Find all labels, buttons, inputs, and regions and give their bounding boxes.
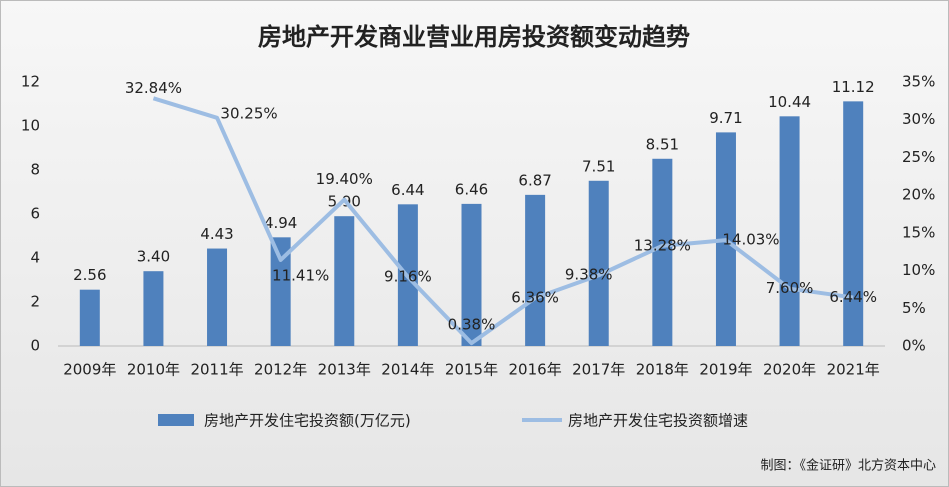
- y2-tick-label: 15%: [902, 223, 935, 241]
- line-value-label: 9.16%: [384, 267, 432, 285]
- line-value-label: 19.40%: [316, 170, 373, 188]
- y-tick-label: 10: [21, 117, 40, 135]
- line: [152, 96, 854, 346]
- bar: [143, 271, 164, 346]
- bar-value-label: 4.94: [264, 214, 297, 232]
- x-tick-label: 2016年: [509, 361, 562, 379]
- y-tick-label: 6: [30, 205, 40, 223]
- line-value-label: 9.38%: [565, 266, 613, 284]
- x-tick-label: 2011年: [190, 361, 243, 379]
- bar: [843, 101, 864, 346]
- legend-label: 房地产开发住宅投资额(万亿元): [204, 412, 411, 430]
- legend-swatch: [158, 414, 194, 426]
- y2-tick-label: 20%: [902, 186, 935, 204]
- bar-value-label: 6.46: [455, 180, 488, 198]
- bar: [334, 216, 355, 346]
- y-tick-label: 2: [30, 293, 40, 311]
- x-tick-label: 2010年: [127, 361, 180, 379]
- y-tick-label: 8: [30, 161, 40, 179]
- line-value-label: 6.36%: [511, 289, 559, 307]
- line-value-label: 7.60%: [766, 279, 814, 297]
- bar-value-label: 2.56: [73, 266, 106, 284]
- source: 制图：《金证研》北方资本中心: [760, 458, 936, 474]
- legend-label: 房地产开发住宅投资额增速: [568, 412, 748, 430]
- x-tick-label: 2015年: [445, 361, 498, 379]
- bar-value-label: 8.51: [646, 135, 679, 153]
- bar-value-label: 10.44: [768, 93, 811, 111]
- bar: [779, 116, 800, 346]
- bar-value-label: 3.40: [137, 248, 170, 266]
- y-tick-label: 4: [30, 249, 40, 267]
- line-value-label: 6.44%: [829, 288, 877, 306]
- y-tick-label: 0: [30, 337, 40, 355]
- x-tick-label: 2019年: [699, 361, 752, 379]
- y2-tick-label: 35%: [902, 73, 935, 91]
- x-tick-label: 2018年: [636, 361, 689, 379]
- line-value-label: 14.03%: [722, 231, 779, 249]
- line-value-label: 32.84%: [125, 79, 182, 97]
- bar-value-label: 4.43: [200, 225, 233, 243]
- chart-title: 房地产开发商业营业用房投资额变动趋势: [258, 23, 690, 51]
- line-value-label: 0.38%: [448, 316, 496, 334]
- x-tick-label: 2012年: [254, 361, 307, 379]
- bar: [588, 180, 609, 346]
- y2-tick-label: 25%: [902, 148, 935, 166]
- x-tick-label: 2014年: [381, 361, 434, 379]
- y2-tick-label: 10%: [902, 261, 935, 279]
- bar: [461, 203, 482, 346]
- bar-value-label: 6.44: [391, 181, 424, 199]
- bar-value-label: 9.71: [709, 109, 742, 127]
- bar-value-label: 7.51: [582, 157, 615, 175]
- bar: [525, 194, 546, 346]
- bar: [79, 289, 100, 346]
- y2-tick-label: 5%: [902, 299, 926, 317]
- bar-value-label: 6.87: [518, 171, 551, 189]
- line-value-label: 30.25%: [220, 104, 277, 122]
- x-tick-label: 2017年: [572, 361, 625, 379]
- x-tick-label: 2013年: [318, 361, 371, 379]
- bar: [207, 248, 228, 346]
- y2-tick-label: 30%: [902, 110, 935, 128]
- y-tick-label: 12: [21, 73, 40, 91]
- line-value-label: 13.28%: [634, 236, 691, 254]
- x-tick-label: 2021年: [827, 361, 880, 379]
- y2-tick-label: 0%: [902, 337, 926, 355]
- bar-value-label: 11.12: [832, 78, 875, 96]
- x-tick-label: 2020年: [763, 361, 816, 379]
- bar: [652, 158, 673, 346]
- bar: [270, 237, 291, 346]
- line-value-label: 11.41%: [272, 266, 329, 284]
- x-tick-label: 2009年: [63, 361, 116, 379]
